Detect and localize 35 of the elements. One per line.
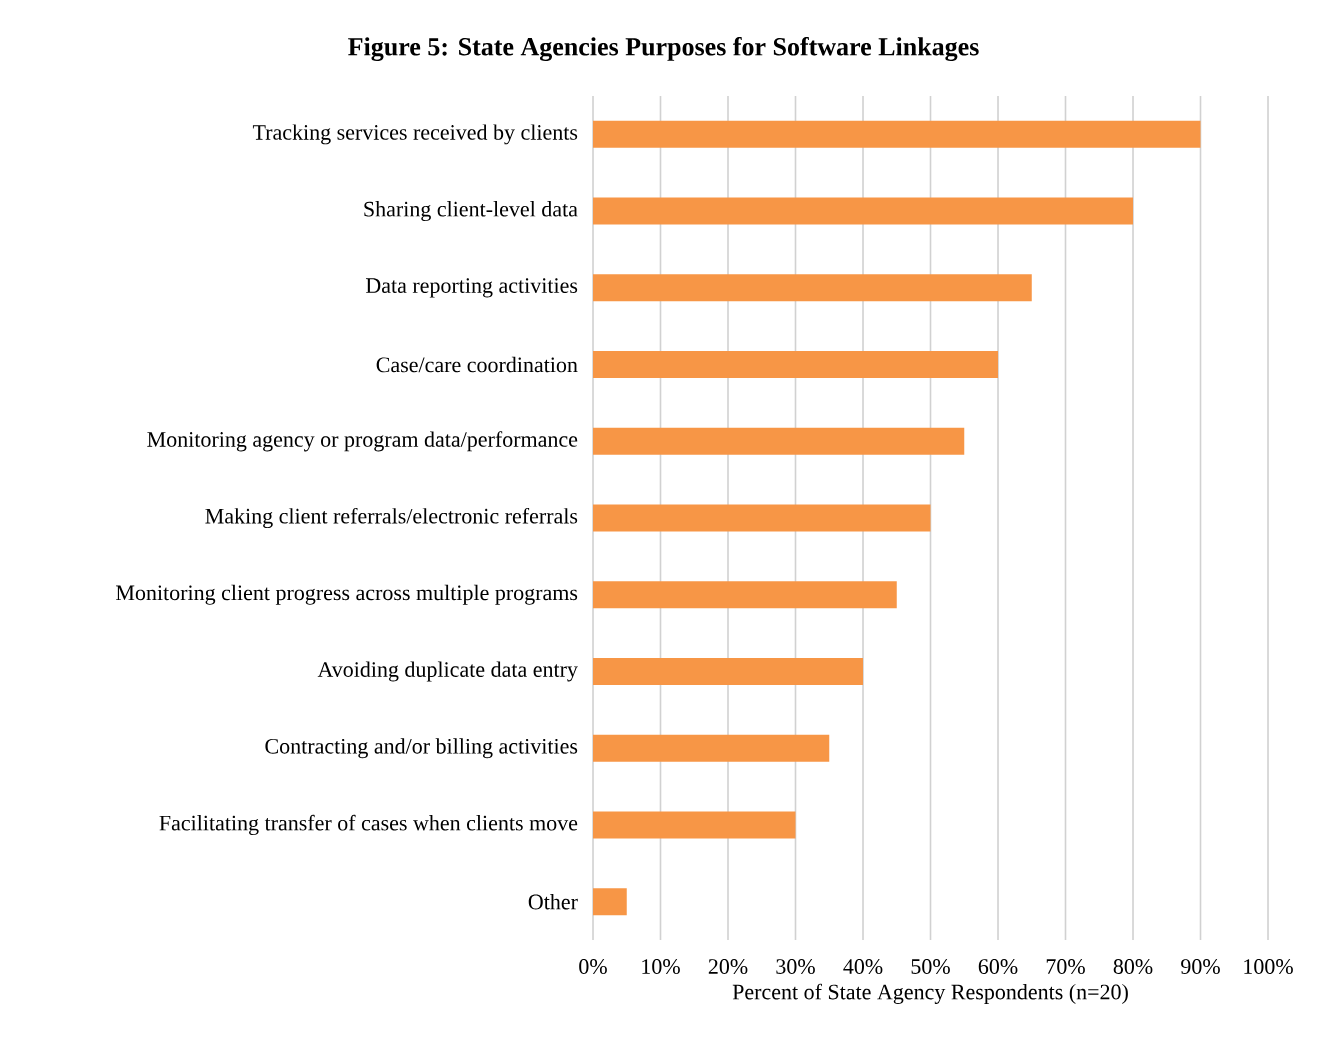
x-tick-label: 80% (1113, 959, 1153, 974)
x-tick-label: 50% (911, 959, 950, 974)
y-tick-label: Other (528, 893, 578, 910)
y-tick-label: Data reporting activities (365, 278, 578, 298)
x-tick-label: 90% (1181, 959, 1220, 974)
bar (593, 581, 897, 609)
y-tick-label: Monitoring client progress across multiple programs (116, 584, 578, 605)
bar (593, 274, 1032, 302)
bar (593, 351, 999, 379)
y-tick-label: Tracking services received by clients (252, 124, 578, 145)
bar (593, 888, 627, 916)
x-tick-label: 20% (708, 959, 748, 974)
x-tick-label: 70% (1046, 959, 1085, 974)
bar (593, 197, 1134, 225)
bar (593, 427, 965, 455)
bar (593, 504, 931, 532)
y-tick-label: Contracting and/or billing activities (265, 738, 578, 759)
x-tick-label: 0% (579, 959, 607, 974)
x-tick-label: 10% (642, 959, 680, 974)
x-tick-label: 60% (978, 959, 1018, 974)
x-axis-title: Percent of State Agency Respondents (n=20) (732, 983, 1128, 1004)
bar (593, 811, 796, 839)
x-tick-label: 40% (843, 959, 883, 974)
bar (593, 657, 864, 685)
y-tick-label: Monitoring agency or program data/performance (147, 431, 578, 452)
y-tick-label: Case/care coordination (376, 356, 578, 373)
bar (593, 734, 830, 762)
bar (593, 120, 1201, 148)
chart-title: Figure 5: State Agencies Purposes for Software Linkages (348, 36, 979, 62)
y-tick-label: Facilitating transfer of cases when clients move (159, 814, 578, 836)
y-tick-label: Sharing client-level data (364, 201, 578, 222)
y-tick-label: Avoiding duplicate data entry (317, 661, 578, 682)
x-tick-label: 30% (776, 959, 815, 974)
x-tick-label: 100% (1244, 959, 1293, 974)
y-tick-label: Making client referrals/electronic referrals (205, 507, 578, 529)
